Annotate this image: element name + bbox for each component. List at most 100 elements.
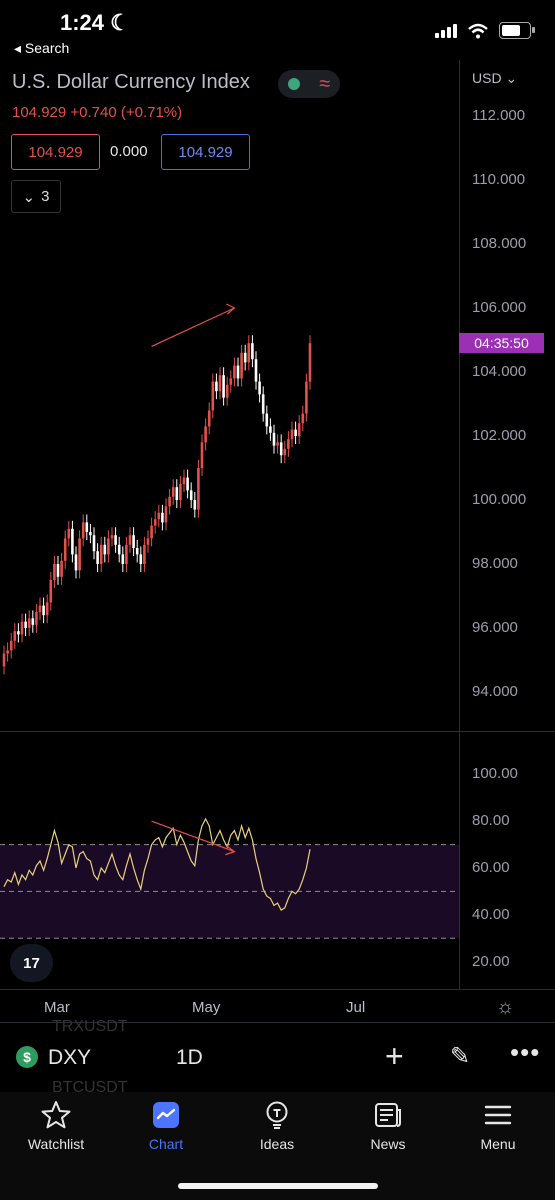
candle-body	[78, 538, 81, 571]
chevron-down-icon: ⌄	[22, 188, 36, 206]
drawing-tools-pen-icon[interactable]: ✎	[450, 1043, 471, 1070]
tab-label: News	[370, 1136, 406, 1152]
tab-label: Chart	[148, 1136, 184, 1152]
candle-body	[287, 439, 290, 449]
price-axis-label: 100.000	[472, 491, 527, 508]
ghost-symbol: BTCUSDT	[52, 1079, 128, 1096]
rsi-trendline-arrowhead	[225, 845, 236, 856]
sell-price-box[interactable]: 104.929	[11, 134, 100, 170]
rsi-axis-label: 80.00	[472, 812, 510, 830]
candle-body	[150, 525, 153, 539]
candle-body	[31, 618, 35, 625]
price-axis-label: 94.000	[472, 683, 518, 700]
home-indicator	[178, 1183, 378, 1189]
candle-body	[265, 413, 269, 427]
candle-body	[56, 564, 60, 577]
candle-body	[200, 442, 204, 468]
candle-body	[38, 605, 42, 612]
candle-body	[71, 528, 74, 555]
rsi-axis-label: 40.00	[472, 905, 510, 923]
chart-settings-gear-icon[interactable]: ☼	[496, 996, 515, 1018]
tab-ideas[interactable]: Ideas	[232, 1100, 322, 1152]
price-axis-label: 110.000	[472, 171, 526, 188]
candle-body	[107, 538, 110, 555]
candle-body	[283, 448, 287, 456]
symbol-title[interactable]: U.S. Dollar Currency Index	[12, 71, 250, 93]
tradingview-logo[interactable]: 17	[10, 944, 53, 982]
candle-body	[17, 631, 20, 635]
price-axis-label: 108.000	[472, 235, 527, 252]
candle-body	[164, 506, 168, 523]
indicators-collapse-button[interactable]: ⌄ 3	[11, 180, 61, 213]
more-options-icon[interactable]: •••	[510, 1037, 541, 1067]
candle-body	[215, 381, 218, 392]
bar-countdown-label: 04:35:50	[459, 333, 544, 353]
candle-body	[204, 426, 207, 443]
chart-canvas[interactable]	[0, 0, 555, 1030]
currency-selector[interactable]: USD ⌄	[472, 70, 518, 86]
candle-body	[243, 352, 247, 363]
candle-body	[186, 477, 189, 491]
candle-body	[81, 522, 85, 539]
candle-body	[74, 554, 78, 571]
candle-body	[92, 535, 96, 552]
candle-body	[261, 394, 265, 414]
candle-body	[179, 484, 182, 500]
tab-chart[interactable]: Chart	[121, 1100, 211, 1152]
candle-body	[225, 384, 229, 398]
rsi-axis-label: 20.00	[472, 952, 510, 970]
candle-body	[240, 352, 243, 379]
lightbulb-icon	[266, 1101, 288, 1129]
candle-body	[143, 544, 146, 564]
candle-body	[13, 631, 17, 641]
tab-watchlist[interactable]: Watchlist	[11, 1100, 101, 1152]
candle-body	[276, 442, 279, 446]
candle-body	[146, 538, 150, 545]
chevron-down-icon: ⌄	[505, 70, 518, 86]
candle-body	[20, 621, 24, 635]
candle-body	[305, 381, 308, 414]
symbol-selector[interactable]: DXY	[48, 1046, 92, 1069]
approx-wave-icon: ≈	[319, 73, 331, 95]
battery-icon	[499, 22, 535, 39]
candle-body	[27, 618, 31, 628]
candle-body	[45, 602, 49, 616]
wifi-icon	[468, 23, 488, 38]
moon-icon: ☾	[110, 10, 130, 35]
add-plus-icon[interactable]: +	[385, 1038, 404, 1074]
price-axis-label: 112.000	[472, 107, 526, 124]
rsi-axis-label: 100.00	[472, 765, 518, 783]
candle-body	[175, 487, 179, 500]
tab-news[interactable]: News	[343, 1100, 433, 1152]
market-status-toggle[interactable]: ≈	[278, 70, 340, 98]
candle-body	[161, 512, 164, 523]
candle-body	[117, 544, 121, 555]
candle-body	[9, 640, 13, 651]
candle-body	[236, 365, 240, 379]
candle-body	[42, 605, 45, 616]
candle-body	[182, 477, 186, 484]
back-to-search-link[interactable]: ◂ Search	[14, 40, 70, 56]
candle-body	[308, 343, 312, 382]
trendline-arrowhead	[226, 303, 236, 315]
buy-price-box[interactable]: 104.929	[161, 134, 250, 170]
indicators-count: 3	[41, 188, 50, 205]
candle-body	[233, 365, 236, 379]
candle-body	[135, 548, 139, 555]
tab-menu[interactable]: Menu	[453, 1100, 543, 1152]
candle-body	[60, 560, 63, 577]
candle-body	[168, 496, 171, 507]
candle-body	[258, 381, 261, 395]
tab-label: Ideas	[259, 1136, 295, 1152]
interval-selector[interactable]: 1D	[176, 1046, 203, 1069]
time-axis-label: May	[192, 999, 221, 1016]
candle-body	[110, 535, 114, 539]
candle-body	[6, 650, 9, 654]
candle-body	[96, 551, 99, 564]
candle-body	[24, 621, 27, 628]
rsi-pane	[0, 817, 459, 939]
candle-body	[189, 490, 193, 500]
candle-body	[297, 423, 301, 436]
candle-body	[197, 468, 200, 510]
candle-body	[67, 528, 71, 539]
